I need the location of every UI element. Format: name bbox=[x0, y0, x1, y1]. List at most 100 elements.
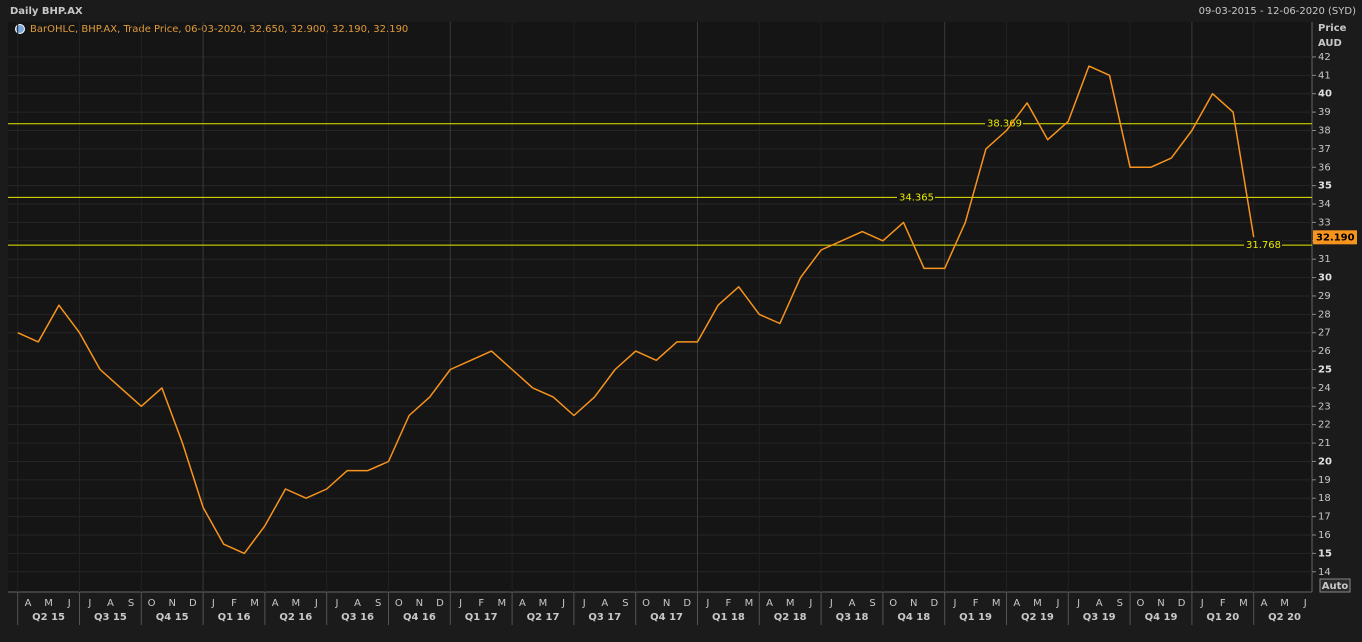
x-tick-label: A bbox=[1096, 598, 1103, 609]
y-tick-label: 35 bbox=[1318, 181, 1332, 192]
x-tick-label: O bbox=[642, 598, 650, 609]
x-tick-label: J bbox=[1056, 598, 1060, 609]
quarter-label: Q2 20 bbox=[1268, 612, 1301, 623]
x-tick-label: M bbox=[745, 598, 754, 609]
quarter-label: Q3 17 bbox=[588, 612, 621, 623]
scale-mode-button[interactable] bbox=[1319, 578, 1351, 593]
reference-label: 31.768 bbox=[1246, 240, 1281, 251]
x-tick-label: J bbox=[335, 598, 339, 609]
x-tick-label: A bbox=[1261, 598, 1268, 609]
y-tick-label: 27 bbox=[1318, 328, 1331, 339]
x-tick-label: F bbox=[231, 598, 237, 609]
x-tick-label: J bbox=[87, 598, 91, 609]
x-tick-label: J bbox=[458, 598, 462, 609]
chart-title: Daily BHP.AX bbox=[10, 6, 83, 17]
y-tick-label: 36 bbox=[1318, 162, 1331, 173]
quarter-label: Q3 16 bbox=[341, 612, 374, 623]
y-tick-label: 16 bbox=[1318, 530, 1331, 541]
x-tick-label: N bbox=[1157, 598, 1164, 609]
x-tick-label: D bbox=[683, 598, 691, 609]
x-tick-label: A bbox=[25, 598, 32, 609]
reference-label: 34.365 bbox=[899, 192, 934, 203]
x-tick-label: M bbox=[786, 598, 795, 609]
x-tick-label: M bbox=[291, 598, 300, 609]
x-tick-label: M bbox=[1280, 598, 1289, 609]
x-tick-label: S bbox=[128, 598, 134, 609]
plot-area bbox=[8, 22, 1312, 592]
scale-mode[interactable]: Auto bbox=[1322, 581, 1349, 592]
y-tick-label: 18 bbox=[1318, 493, 1331, 504]
x-tick-label: S bbox=[622, 598, 628, 609]
x-tick-label: J bbox=[582, 598, 586, 609]
y-tick-label: 19 bbox=[1318, 475, 1331, 486]
x-tick-label: A bbox=[1013, 598, 1020, 609]
y-tick-label: 26 bbox=[1318, 346, 1331, 357]
x-tick-label: N bbox=[168, 598, 175, 609]
x-tick-label: M bbox=[539, 598, 548, 609]
x-tick-label: D bbox=[189, 598, 197, 609]
reference-label-bg bbox=[897, 191, 935, 204]
quarter-label: Q1 18 bbox=[712, 612, 745, 623]
y-axis-unit: AUD bbox=[1318, 38, 1342, 49]
x-tick-label: D bbox=[1178, 598, 1186, 609]
y-tick-label: 34 bbox=[1318, 199, 1331, 210]
last-price-label: 32.190 bbox=[1316, 232, 1355, 243]
x-tick-label: A bbox=[601, 598, 608, 609]
x-tick-label: J bbox=[1200, 598, 1204, 609]
quarter-label: Q2 17 bbox=[527, 612, 560, 623]
y-tick-label: 17 bbox=[1318, 512, 1331, 523]
reference-label: 38.369 bbox=[987, 119, 1022, 130]
y-tick-label: 37 bbox=[1318, 144, 1331, 155]
quarter-label: Q1 20 bbox=[1206, 612, 1239, 623]
y-tick-label: 23 bbox=[1318, 401, 1331, 412]
x-tick-label: A bbox=[107, 598, 114, 609]
x-tick-label: A bbox=[354, 598, 361, 609]
quarter-label: Q3 18 bbox=[836, 612, 869, 623]
x-tick-label: F bbox=[1220, 598, 1226, 609]
y-tick-label: 33 bbox=[1318, 217, 1331, 228]
y-tick-label: 25 bbox=[1318, 365, 1332, 376]
x-tick-label: D bbox=[436, 598, 444, 609]
x-tick-label: J bbox=[705, 598, 709, 609]
quarter-label: Q2 15 bbox=[32, 612, 65, 623]
quarter-label: Q4 19 bbox=[1145, 612, 1178, 623]
y-tick-label: 22 bbox=[1318, 420, 1331, 431]
y-tick-label: 29 bbox=[1318, 291, 1331, 302]
quarter-label: Q1 17 bbox=[465, 612, 498, 623]
x-tick-label: O bbox=[395, 598, 403, 609]
x-tick-label: A bbox=[849, 598, 856, 609]
x-tick-label: A bbox=[519, 598, 526, 609]
x-tick-label: N bbox=[663, 598, 670, 609]
x-tick-label: J bbox=[314, 598, 318, 609]
x-tick-label: J bbox=[211, 598, 215, 609]
y-tick-label: 15 bbox=[1318, 548, 1332, 559]
quarter-label: Q1 16 bbox=[218, 612, 251, 623]
x-tick-label: N bbox=[416, 598, 423, 609]
x-tick-label: M bbox=[250, 598, 259, 609]
legend-text: BarOHLC, BHP.AX, Trade Price, 06-03-2020… bbox=[30, 24, 408, 35]
x-tick-label: M bbox=[1239, 598, 1248, 609]
x-tick-label: O bbox=[148, 598, 156, 609]
x-tick-label: S bbox=[375, 598, 381, 609]
x-tick-label: J bbox=[67, 598, 71, 609]
x-tick-label: A bbox=[272, 598, 279, 609]
x-tick-label: F bbox=[478, 598, 484, 609]
quarter-label: Q2 19 bbox=[1021, 612, 1054, 623]
price-line bbox=[17, 65, 1255, 555]
x-tick-label: S bbox=[869, 598, 875, 609]
x-tick-label: J bbox=[829, 598, 833, 609]
x-tick-label: J bbox=[1076, 598, 1080, 609]
quarter-label: Q1 19 bbox=[959, 612, 992, 623]
quarter-label: Q2 18 bbox=[774, 612, 807, 623]
quarter-label: Q3 19 bbox=[1083, 612, 1116, 623]
y-axis-title: Price bbox=[1318, 23, 1347, 34]
x-tick-label: F bbox=[726, 598, 732, 609]
quarter-label: Q4 17 bbox=[650, 612, 683, 623]
y-tick-label: 24 bbox=[1318, 383, 1331, 394]
y-tick-label: 38 bbox=[1318, 125, 1331, 136]
y-tick-label: 41 bbox=[1318, 70, 1331, 81]
y-tick-label: 31 bbox=[1318, 254, 1331, 265]
y-tick-label: 42 bbox=[1318, 52, 1331, 63]
y-tick-label: 20 bbox=[1318, 456, 1332, 467]
